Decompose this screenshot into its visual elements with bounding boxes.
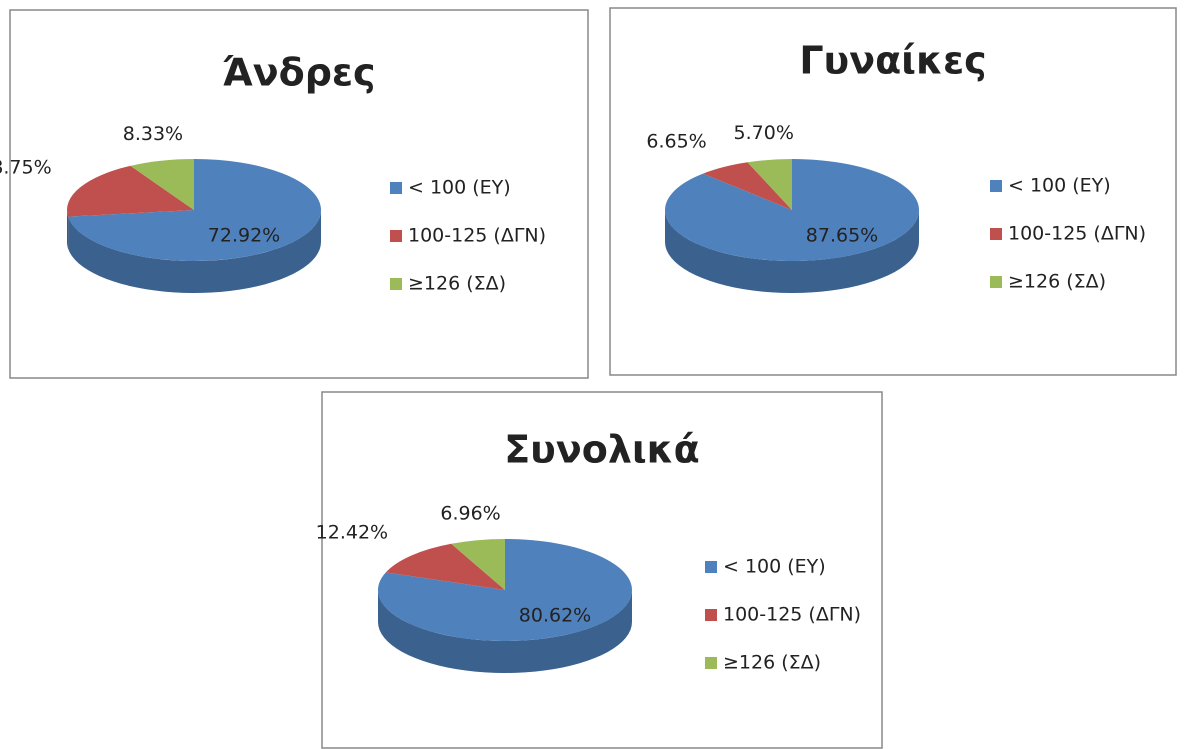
slice [451,539,505,590]
legend-swatch [390,182,402,194]
slice [703,162,792,210]
legend-label: < 100 (ΕΥ) [723,556,826,578]
slice [66,165,194,217]
slice [385,543,505,590]
legend-label: ≥126 (ΣΔ) [723,652,821,674]
data-label: 18.75% [0,156,52,178]
legend-label: ≥126 (ΣΔ) [1008,271,1106,293]
legend-label: < 100 (ΕΥ) [1008,175,1111,197]
data-label: 80.62% [519,605,591,627]
slice-side [67,210,69,249]
data-label: 6.65% [646,131,706,153]
legend-label: 100-125 (ΔΓΝ) [408,225,546,247]
data-label: 5.70% [734,122,794,144]
slice [130,159,194,210]
legend-swatch [705,609,717,621]
legend-swatch [990,228,1002,240]
slice [68,159,321,261]
legend-swatch [705,561,717,573]
data-label: 12.42% [316,521,388,543]
legend-label: 100-125 (ΔΓΝ) [723,604,861,626]
data-label: 8.33% [123,123,183,145]
legend-label: ≥126 (ΣΔ) [408,273,506,295]
legend-swatch [990,180,1002,192]
legend-label: 100-125 (ΔΓΝ) [1008,223,1146,245]
slice-side [378,590,632,673]
slice [747,159,792,210]
chart-title: Άνδρες [222,51,375,95]
legend-swatch [705,657,717,669]
legend-swatch [390,278,402,290]
data-label: 87.65% [806,225,878,247]
chart-title: Γυναίκες [799,39,986,83]
legend-swatch [990,276,1002,288]
legend-swatch [390,230,402,242]
data-label: 72.92% [208,225,280,247]
slice-side [68,210,321,293]
slice [378,539,632,641]
data-label: 6.96% [440,502,500,524]
slice-side [665,210,919,293]
legend-label: < 100 (ΕΥ) [408,177,511,199]
chart-title: Συνολικά [504,428,700,472]
